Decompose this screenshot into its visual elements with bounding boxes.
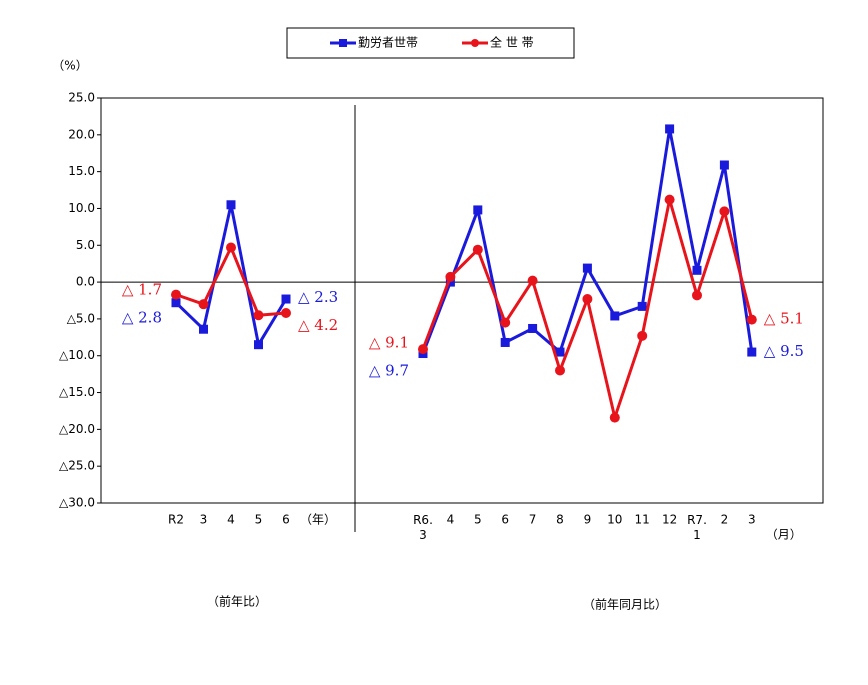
legend-label: 全 世 帯 bbox=[490, 35, 534, 50]
marker bbox=[610, 311, 620, 321]
x-tick-label: R6. 3 bbox=[413, 513, 433, 542]
marker bbox=[226, 242, 236, 253]
x-tick-label: 9 bbox=[584, 513, 592, 527]
x-tick-label: 3 bbox=[200, 513, 208, 527]
value-label: △ 4.2 bbox=[298, 316, 338, 334]
legend-label: 勤労者世帯 bbox=[358, 36, 418, 50]
y-tick-label: △25.0 bbox=[59, 459, 95, 473]
marker bbox=[747, 347, 757, 357]
x-tick-label: 11 bbox=[635, 513, 650, 527]
y-tick-label: △15.0 bbox=[59, 385, 95, 399]
marker bbox=[719, 160, 729, 170]
y-axis-label: （%） bbox=[52, 59, 87, 73]
x-tick-label: R2 bbox=[168, 513, 184, 527]
y-tick-label: 25.0 bbox=[68, 91, 95, 105]
y-tick-label: 20.0 bbox=[68, 127, 95, 141]
marker bbox=[281, 294, 291, 304]
marker bbox=[582, 263, 592, 273]
marker bbox=[719, 206, 730, 217]
x-unit-label: （年） bbox=[300, 513, 336, 527]
x-tick-label: R7. 1 bbox=[687, 513, 707, 542]
marker bbox=[637, 301, 647, 311]
x-tick-label: 8 bbox=[556, 513, 564, 527]
marker bbox=[253, 310, 264, 321]
marker bbox=[692, 290, 702, 301]
marker bbox=[500, 317, 511, 328]
x-tick-label: 4 bbox=[447, 513, 455, 527]
legend-marker bbox=[339, 39, 347, 47]
marker bbox=[528, 323, 538, 333]
value-label: △ 1.7 bbox=[122, 281, 162, 299]
marker bbox=[171, 289, 181, 300]
y-tick-label: 15.0 bbox=[68, 164, 95, 178]
x-unit-label: （月） bbox=[766, 528, 802, 542]
x-tick-label: 2 bbox=[721, 513, 729, 527]
value-label: △ 9.5 bbox=[764, 342, 804, 360]
x-tick-label: 10 bbox=[607, 513, 622, 527]
x-tick-label: 5 bbox=[474, 513, 482, 527]
marker bbox=[746, 314, 757, 325]
x-tick-label: 12 bbox=[662, 513, 677, 527]
marker bbox=[555, 365, 565, 376]
y-tick-label: △30.0 bbox=[59, 496, 95, 510]
value-label: △ 9.1 bbox=[369, 333, 409, 351]
marker bbox=[418, 344, 428, 355]
marker bbox=[445, 277, 455, 287]
plot-frame bbox=[100, 97, 824, 504]
x-tick-label: 7 bbox=[529, 513, 537, 527]
y-tick-label: 5.0 bbox=[76, 238, 95, 252]
legend-box bbox=[286, 27, 575, 59]
y-tick-label: △5.0 bbox=[67, 311, 95, 325]
marker bbox=[171, 298, 181, 308]
x-tick-label: 4 bbox=[227, 513, 235, 527]
marker bbox=[692, 265, 702, 275]
marker bbox=[198, 299, 209, 310]
y-tick-label: △20.0 bbox=[59, 422, 95, 436]
value-label: △ 5.1 bbox=[764, 310, 804, 328]
y-tick-label: 10.0 bbox=[68, 201, 95, 215]
marker bbox=[637, 330, 648, 341]
x-tick-label: 6 bbox=[282, 513, 290, 527]
panel-note: （前年比） bbox=[207, 594, 267, 609]
value-label: △ 9.7 bbox=[369, 361, 409, 379]
marker bbox=[281, 308, 291, 319]
marker bbox=[665, 124, 675, 134]
marker bbox=[664, 194, 675, 205]
marker bbox=[445, 271, 456, 282]
panel-note: （前年同月比） bbox=[583, 597, 667, 612]
marker bbox=[199, 324, 208, 334]
marker bbox=[555, 347, 565, 357]
marker bbox=[500, 337, 510, 347]
marker bbox=[527, 275, 538, 286]
y-tick-label: △10.0 bbox=[59, 348, 95, 362]
marker bbox=[473, 205, 483, 215]
marker bbox=[472, 244, 483, 255]
legend-marker bbox=[471, 39, 479, 47]
marker bbox=[226, 200, 236, 210]
value-label: △ 2.3 bbox=[298, 288, 338, 306]
x-tick-label: 6 bbox=[501, 513, 509, 527]
x-tick-label: 3 bbox=[748, 513, 756, 527]
marker bbox=[254, 340, 263, 350]
y-tick-label: 0.0 bbox=[76, 275, 95, 289]
marker bbox=[609, 412, 620, 423]
value-label: △ 2.8 bbox=[122, 309, 162, 327]
marker bbox=[582, 294, 593, 305]
x-tick-label: 5 bbox=[255, 513, 263, 527]
